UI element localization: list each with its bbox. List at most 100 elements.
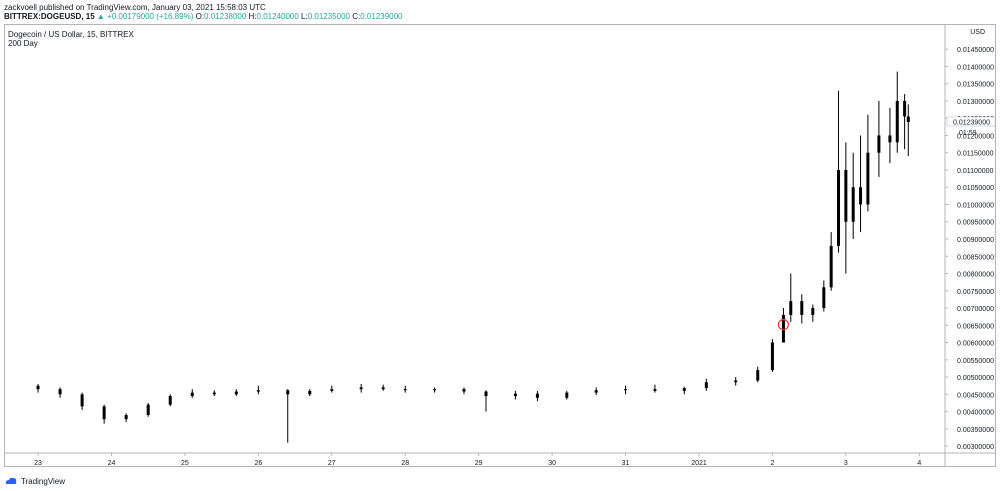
candle-body bbox=[903, 100, 907, 117]
y-tick-label: 0.00550000 bbox=[957, 358, 994, 365]
x-tick-label: 28 bbox=[401, 460, 409, 467]
y-tick-label: 0.00800000 bbox=[957, 272, 994, 279]
y-tick-label: 0.01150000 bbox=[957, 151, 994, 158]
footer-brand: TradingView bbox=[21, 476, 66, 486]
x-tick-label: 26 bbox=[254, 460, 262, 467]
candle-body bbox=[80, 394, 84, 407]
candle-body bbox=[330, 389, 334, 391]
candle-body bbox=[212, 392, 216, 395]
candle-body bbox=[146, 404, 150, 416]
candle-body bbox=[168, 396, 172, 405]
y-tick-label: 0.00700000 bbox=[957, 306, 994, 313]
legend-subtitle: 200 Day bbox=[8, 39, 38, 48]
change-label: ▲ +0.00179000 (+16.89%) bbox=[96, 12, 194, 21]
countdown-label: 01:59 bbox=[959, 130, 977, 137]
change-value: +0.00179000 (+16.89%) bbox=[107, 12, 194, 21]
candle-body bbox=[403, 389, 407, 391]
last-price-label: 0.01239000 bbox=[953, 119, 990, 126]
low-value: 0.01235000 bbox=[307, 12, 350, 21]
candle-body bbox=[734, 380, 738, 383]
y-tick-label: 0.01000000 bbox=[957, 202, 994, 209]
candle-body bbox=[234, 391, 238, 395]
candle-body bbox=[851, 187, 855, 222]
y-tick-label: 0.01200000 bbox=[957, 133, 994, 140]
candle-body bbox=[811, 308, 815, 315]
chart-header: zackvoell published on TradingView.com, … bbox=[0, 0, 1000, 24]
candle-body bbox=[859, 187, 863, 205]
x-tick-label: 23 bbox=[34, 460, 42, 467]
legend-title: Dogecoin / US Dollar, 15, BITTREX bbox=[8, 30, 134, 39]
x-tick-label: 2 bbox=[770, 460, 774, 467]
candle-body bbox=[781, 314, 785, 343]
candle-body bbox=[286, 390, 290, 395]
candle-body bbox=[381, 387, 385, 390]
ohlc-line: BITTREX:DOGEUSD, 15 ▲ +0.00179000 (+16.8… bbox=[4, 12, 402, 21]
candle-body bbox=[770, 342, 774, 371]
x-tick-label: 31 bbox=[622, 460, 630, 467]
candle-body bbox=[190, 392, 194, 397]
y-tick-label: 0.00400000 bbox=[957, 410, 994, 417]
candle-body bbox=[462, 389, 466, 392]
x-tick-label: 25 bbox=[181, 460, 189, 467]
candle-body bbox=[822, 287, 826, 309]
y-tick-label: 0.01450000 bbox=[957, 47, 994, 54]
symbol-label: BITTREX:DOGEUSD, 15 bbox=[4, 12, 95, 21]
candle-body bbox=[308, 390, 312, 395]
x-tick-label: 30 bbox=[548, 460, 556, 467]
y-tick-label: 0.00650000 bbox=[957, 323, 994, 330]
y-tick-label: 0.00900000 bbox=[957, 237, 994, 244]
close-label: C: bbox=[352, 12, 361, 21]
candle-body bbox=[866, 152, 870, 205]
high-value: 0.01240000 bbox=[256, 12, 299, 21]
y-tick-label: 0.00500000 bbox=[957, 375, 994, 382]
candle-body bbox=[484, 391, 488, 397]
y-tick-label: 0.01350000 bbox=[957, 82, 994, 89]
footer: TradingView bbox=[4, 474, 65, 488]
candle-body bbox=[513, 393, 517, 397]
x-tick-label: 24 bbox=[108, 460, 116, 467]
chart-frame[interactable] bbox=[4, 24, 996, 467]
x-tick-label: 27 bbox=[328, 460, 336, 467]
y-tick-label: 0.00950000 bbox=[957, 220, 994, 227]
candle-body bbox=[877, 135, 881, 153]
publisher-line: zackvoell published on TradingView.com, … bbox=[4, 3, 266, 12]
candle-body bbox=[800, 301, 804, 315]
close-value: 0.01239000 bbox=[360, 12, 403, 21]
y-tick-label: 0.01400000 bbox=[957, 64, 994, 71]
candle-body bbox=[837, 169, 841, 246]
y-tick-label: 0.00450000 bbox=[957, 392, 994, 399]
candle-body bbox=[704, 382, 708, 389]
candle-body bbox=[653, 389, 657, 391]
candle-body bbox=[594, 390, 598, 393]
y-tick-label: 0.01050000 bbox=[957, 185, 994, 192]
candle-body bbox=[829, 245, 833, 288]
candle-body bbox=[359, 387, 363, 390]
candle-body bbox=[895, 100, 899, 143]
candle-body bbox=[256, 390, 260, 392]
x-tick-label: 29 bbox=[475, 460, 483, 467]
open-label: O: bbox=[195, 12, 205, 21]
candle-body bbox=[844, 169, 848, 222]
candle-body bbox=[888, 135, 892, 143]
candle-body bbox=[36, 385, 40, 390]
x-tick-label: 4 bbox=[917, 460, 921, 467]
candle-body bbox=[124, 415, 128, 420]
candle-body bbox=[102, 406, 106, 420]
candle-body bbox=[58, 389, 62, 395]
y-tick-label: 0.00350000 bbox=[957, 427, 994, 434]
candle-body bbox=[624, 389, 628, 391]
high-label: H: bbox=[248, 12, 257, 21]
candle-body bbox=[789, 301, 793, 315]
candle-body bbox=[433, 389, 437, 391]
y-tick-label: 0.00600000 bbox=[957, 341, 994, 348]
highlight-marker bbox=[777, 319, 790, 331]
y-tick-label: 0.00850000 bbox=[957, 254, 994, 261]
y-tick-label: 0.01300000 bbox=[957, 99, 994, 106]
low-label: L: bbox=[301, 12, 308, 21]
y-tick-label: 0.00300000 bbox=[957, 444, 994, 451]
candle-body bbox=[756, 370, 760, 381]
currency-label: USD bbox=[970, 29, 985, 36]
x-tick-label: 3 bbox=[844, 460, 848, 467]
candle-body bbox=[906, 116, 910, 122]
